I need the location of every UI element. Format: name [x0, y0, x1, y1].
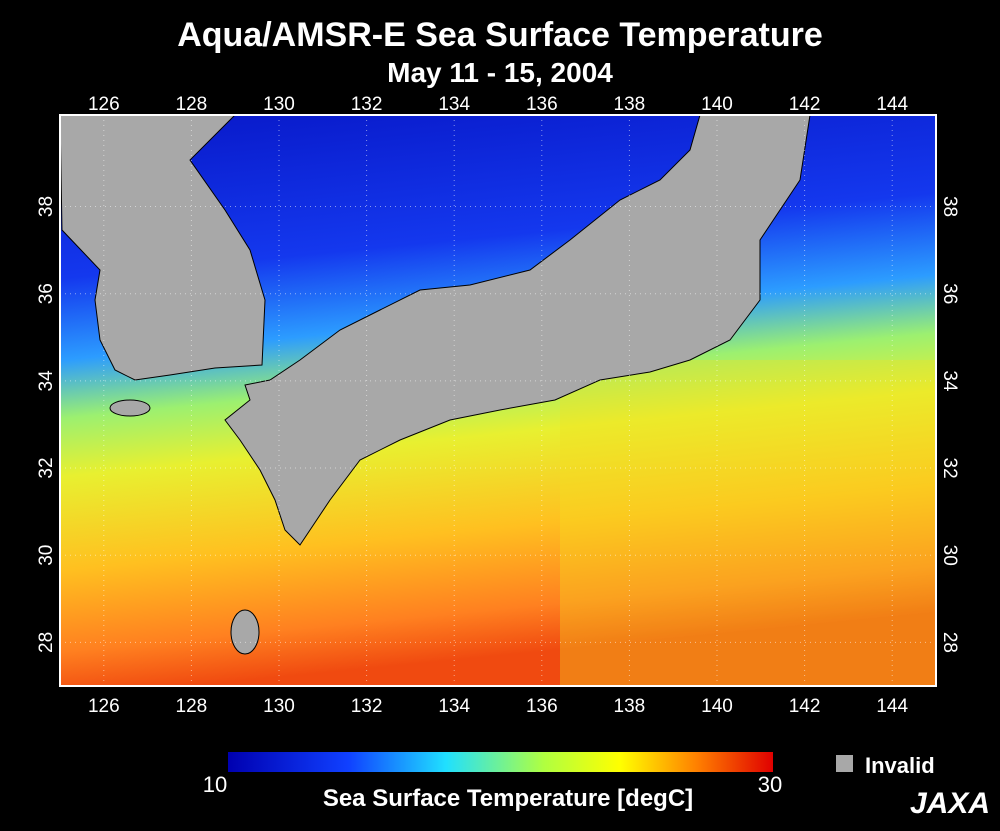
lon-tick-label-top: 140 [701, 94, 733, 115]
lon-tick-label-bottom: 134 [438, 696, 470, 717]
lon-tick-label-top: 136 [526, 94, 558, 115]
lon-tick-label-bottom: 144 [876, 696, 908, 717]
land-jeju [109, 399, 151, 417]
jaxa-logo: JAXA [910, 787, 990, 820]
lon-tick-label-bottom: 132 [351, 696, 383, 717]
lon-tick-label-top: 138 [614, 94, 646, 115]
invalid-swatch [836, 755, 853, 772]
title: Aqua/AMSR-E Sea Surface Temperature [177, 16, 823, 54]
map-frame [59, 114, 937, 687]
land-island [230, 609, 260, 655]
graticule [60, 115, 936, 686]
lon-tick-label-bottom: 142 [789, 696, 821, 717]
lon-tick-label-bottom: 140 [701, 696, 733, 717]
sea-warm-overlay [560, 360, 936, 686]
lat-tick-label-left: 32 [36, 457, 57, 478]
lat-tick-label-left: 28 [36, 632, 57, 653]
lon-tick-label-top: 126 [88, 94, 120, 115]
lon-tick-label-bottom: 128 [176, 696, 208, 717]
lat-tick-label-left: 30 [36, 545, 57, 566]
lon-tick-label-top: 132 [351, 94, 383, 115]
colorbar-label: Sea Surface Temperature [degC] [323, 785, 693, 812]
lat-tick-label-left: 38 [36, 196, 57, 217]
colorbar-max: 30 [758, 772, 782, 797]
land-korea [60, 115, 266, 381]
lon-tick-label-top: 142 [789, 94, 821, 115]
invalid-label: Invalid [865, 753, 935, 778]
lon-tick-label-bottom: 138 [614, 696, 646, 717]
lat-tick-label-left: 36 [36, 283, 57, 304]
subtitle: May 11 - 15, 2004 [387, 57, 613, 88]
tick-labels: 126 126 128 128 130 130 132 132 134 134 136 136 138 1… [36, 94, 960, 717]
lat-tick-label-right: 36 [939, 283, 960, 304]
lon-tick-label-top: 134 [438, 94, 470, 115]
lat-tick-label-right: 38 [939, 196, 960, 217]
lat-tick-label-right: 30 [939, 545, 960, 566]
colorbar-min: 10 [203, 772, 227, 797]
lat-tick-label-right: 28 [939, 632, 960, 653]
lat-tick-label-right: 34 [939, 370, 960, 392]
lon-tick-label-top: 128 [176, 94, 208, 115]
lat-tick-label-right: 32 [939, 457, 960, 478]
map-area [60, 115, 936, 686]
colorbar [228, 752, 773, 772]
land-japan [224, 115, 811, 546]
lon-tick-label-top: 144 [876, 94, 908, 115]
lon-tick-label-top: 130 [263, 94, 295, 115]
lon-tick-label-bottom: 126 [88, 696, 120, 717]
lon-tick-label-bottom: 130 [263, 696, 295, 717]
lon-tick-label-bottom: 136 [526, 696, 558, 717]
lat-tick-label-left: 34 [36, 370, 57, 392]
